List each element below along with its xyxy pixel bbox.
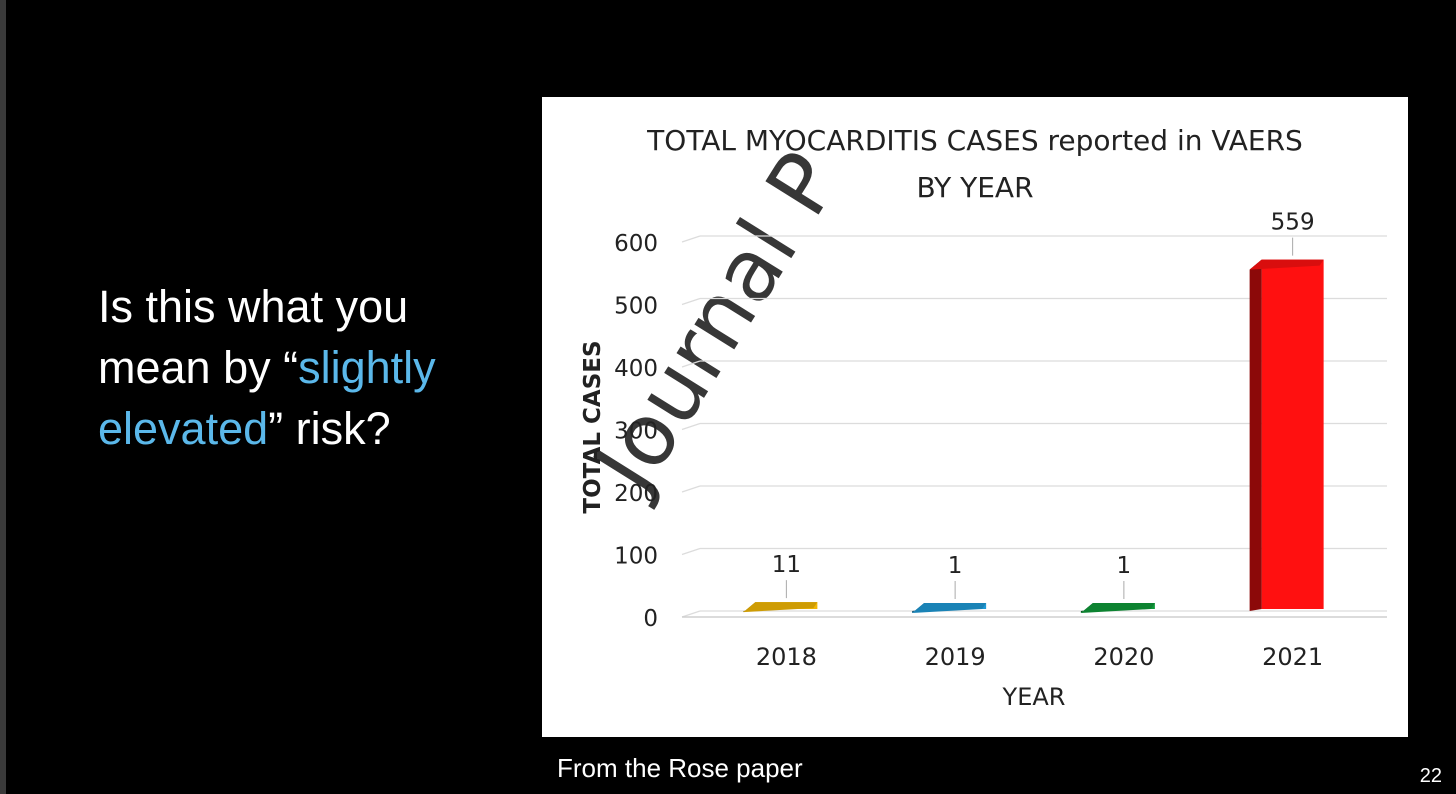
grid-line-depth (681, 610, 701, 618)
y-tick-label: 600 (614, 231, 658, 257)
highlight-slightly: slightly (298, 342, 436, 393)
y-axis-label: TOTAL CASES (580, 340, 606, 513)
slide-number: 22 (1419, 765, 1442, 787)
highlight-elevated: elevated (98, 403, 269, 454)
y-axis-ticks: 0 100 200 300 400 500 600 (614, 231, 658, 632)
y-tick-label: 100 (614, 544, 658, 570)
grid-line-depth (681, 422, 701, 431)
bar-side-2021 (1249, 259, 1262, 611)
x-tick-label-2020: 2020 (1093, 643, 1154, 671)
slide-edge (0, 0, 6, 794)
y-tick-label: 200 (614, 481, 658, 507)
bar-top-2019 (912, 603, 987, 613)
y-tick-label: 0 (643, 606, 658, 632)
question-text: Is this what you mean by “slightly eleva… (98, 276, 518, 459)
x-tick-label-2019: 2019 (925, 643, 986, 671)
x-axis-label: YEAR (1002, 683, 1066, 711)
x-tick-label-2018: 2018 (756, 643, 817, 671)
data-label-2019: 1 (948, 553, 963, 579)
data-label-2020: 1 (1117, 553, 1132, 579)
data-label-2021: 559 (1271, 210, 1315, 236)
bar-top-2021 (1249, 259, 1324, 270)
caption: From the Rose paper (557, 753, 803, 783)
grid-line-depth (681, 547, 701, 556)
question-part-1: Is this what you mean by “ (98, 281, 409, 393)
grid-line-depth (681, 485, 701, 493)
grid-line-depth (681, 360, 701, 368)
chart-title-line-2: BY YEAR (916, 171, 1033, 204)
chart-title-line-1: TOTAL MYOCARDITIS CASES reported in VAER… (646, 124, 1303, 157)
data-label-2018: 11 (772, 552, 801, 578)
x-tick-label-2021: 2021 (1262, 643, 1323, 671)
bar-2021 (1261, 259, 1324, 609)
chart-card: Journal P 0 100 200 300 400 500 600 11 1 1 559 20… (542, 97, 1408, 737)
question-part-2: ” risk? (268, 403, 391, 454)
grid-line-depth (681, 235, 701, 243)
x-axis-ticks: 2018 2019 2020 2021 (756, 643, 1323, 671)
y-tick-label: 500 (614, 294, 658, 320)
grid-line-depth (681, 297, 701, 306)
watermark: Journal P (572, 136, 859, 513)
y-tick-label: 300 (614, 419, 658, 445)
bar-top-2018 (743, 602, 818, 613)
y-tick-label: 400 (614, 356, 658, 382)
bar-top-2020 (1080, 603, 1155, 613)
